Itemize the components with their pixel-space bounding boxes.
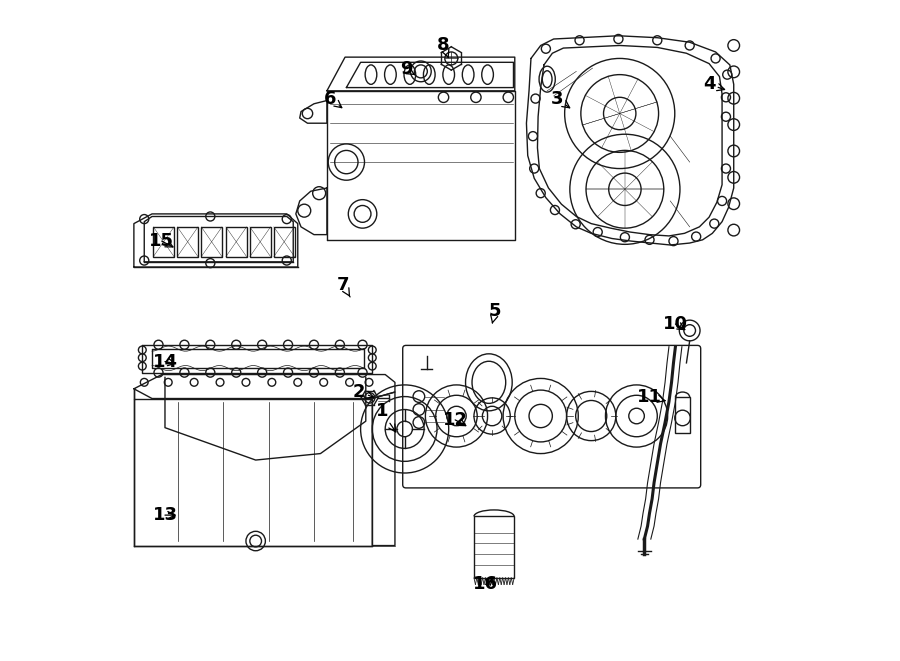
- Text: 3: 3: [551, 90, 570, 108]
- Text: 16: 16: [473, 576, 498, 594]
- Text: 13: 13: [152, 506, 177, 524]
- Text: 7: 7: [337, 276, 350, 297]
- Text: 11: 11: [637, 387, 665, 406]
- Text: 14: 14: [152, 352, 177, 371]
- Text: 15: 15: [149, 232, 175, 250]
- Text: 1: 1: [375, 403, 396, 432]
- Text: 6: 6: [324, 90, 342, 108]
- Bar: [153, 227, 174, 256]
- Text: 10: 10: [663, 315, 688, 333]
- Text: 12: 12: [443, 411, 468, 429]
- Text: 8: 8: [437, 36, 450, 58]
- Bar: [274, 227, 294, 256]
- Bar: [202, 227, 222, 256]
- Text: 2: 2: [353, 383, 374, 401]
- Text: 9: 9: [400, 60, 415, 79]
- Text: 5: 5: [489, 302, 501, 323]
- Bar: [675, 397, 689, 433]
- Bar: [474, 516, 514, 578]
- Text: 4: 4: [703, 75, 724, 93]
- Bar: [226, 227, 247, 256]
- Bar: [250, 227, 271, 256]
- Bar: [177, 227, 198, 256]
